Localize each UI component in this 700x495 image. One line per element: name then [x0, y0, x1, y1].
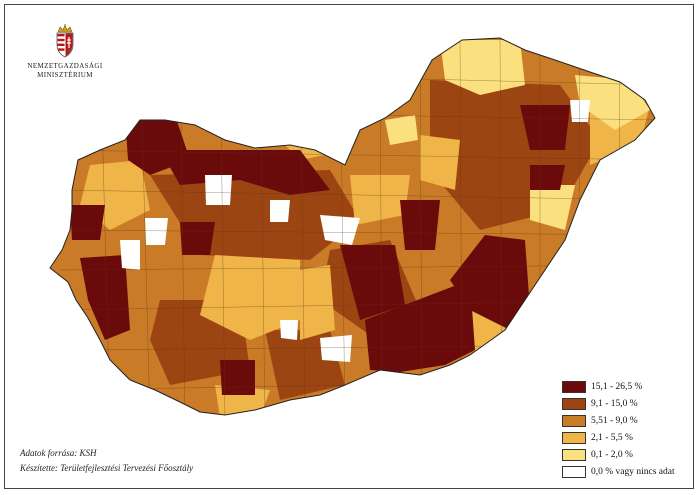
map-author: Készítette: Területfejlesztési Tervezési… [20, 463, 194, 473]
region-csongrad-dark [365, 280, 475, 372]
map-legend: 15,1 - 26,5 % 9,1 - 15,0 % 5,51 - 9,0 % … [562, 378, 692, 480]
region-heves-dark [400, 200, 440, 250]
map-credits: Adatok forrása: KSH Készítette: Területf… [20, 446, 193, 476]
region-east-pale [530, 185, 575, 230]
region-hajdu-dark [530, 165, 565, 190]
ministry-logo: Nemzetgazdasági Minisztérium [20, 24, 110, 80]
region-nodata-east [570, 100, 590, 122]
legend-swatch [562, 414, 586, 427]
legend-label: 5,51 - 9,0 % [591, 415, 638, 426]
region-danube-light [300, 265, 335, 340]
ministry-name: Nemzetgazdasági Minisztérium [20, 62, 110, 80]
region-nodata-tolna [280, 320, 298, 340]
legend-item: 2,1 - 5,5 % [562, 429, 692, 446]
hungarian-coat-of-arms-icon [56, 24, 74, 58]
region-nodata-north [360, 80, 390, 115]
legend-item: 9,1 - 15,0 % [562, 395, 692, 412]
region-pest-light [350, 175, 410, 225]
legend-swatch [562, 431, 586, 444]
legend-label: 2,1 - 5,5 % [591, 432, 633, 443]
region-nodata-zala [120, 240, 140, 270]
legend-swatch [562, 397, 586, 410]
region-baranya-dark [220, 360, 255, 395]
region-balaton-light [200, 255, 300, 340]
region-nodata-south [320, 335, 352, 362]
region-borsod-dark [520, 105, 570, 150]
legend-swatch [562, 465, 586, 478]
legend-label: 9,1 - 15,0 % [591, 398, 638, 409]
legend-swatch [562, 380, 586, 393]
legend-item: 0,1 - 2,0 % [562, 446, 692, 463]
ministry-name-line2: Minisztérium [37, 71, 93, 79]
legend-label: 0,0 % vagy nincs adat [591, 466, 675, 477]
legend-label: 15,1 - 26,5 % [591, 381, 643, 392]
region-nodata-center [270, 200, 290, 222]
region-komarom-dark [160, 150, 330, 195]
region-matra-light [420, 135, 460, 190]
region-nodata-west [145, 218, 168, 245]
region-vas-dark [70, 205, 105, 240]
legend-item: 0,0 % vagy nincs adat [562, 463, 692, 480]
region-kiskunsag-dark [340, 245, 405, 320]
legend-swatch [562, 448, 586, 461]
map-frame [4, 4, 694, 489]
legend-item: 15,1 - 26,5 % [562, 378, 692, 395]
region-nograd-pale [385, 115, 418, 145]
legend-label: 0,1 - 2,0 % [591, 449, 633, 460]
legend-item: 5,51 - 9,0 % [562, 412, 692, 429]
region-zala-dark [80, 255, 130, 340]
region-nodata-budapest [320, 215, 360, 245]
region-veszprem-dark [180, 222, 215, 255]
data-source: Adatok forrása: KSH [20, 448, 97, 458]
region-nodata-gyor [205, 175, 232, 205]
ministry-name-line1: Nemzetgazdasági [27, 62, 103, 70]
